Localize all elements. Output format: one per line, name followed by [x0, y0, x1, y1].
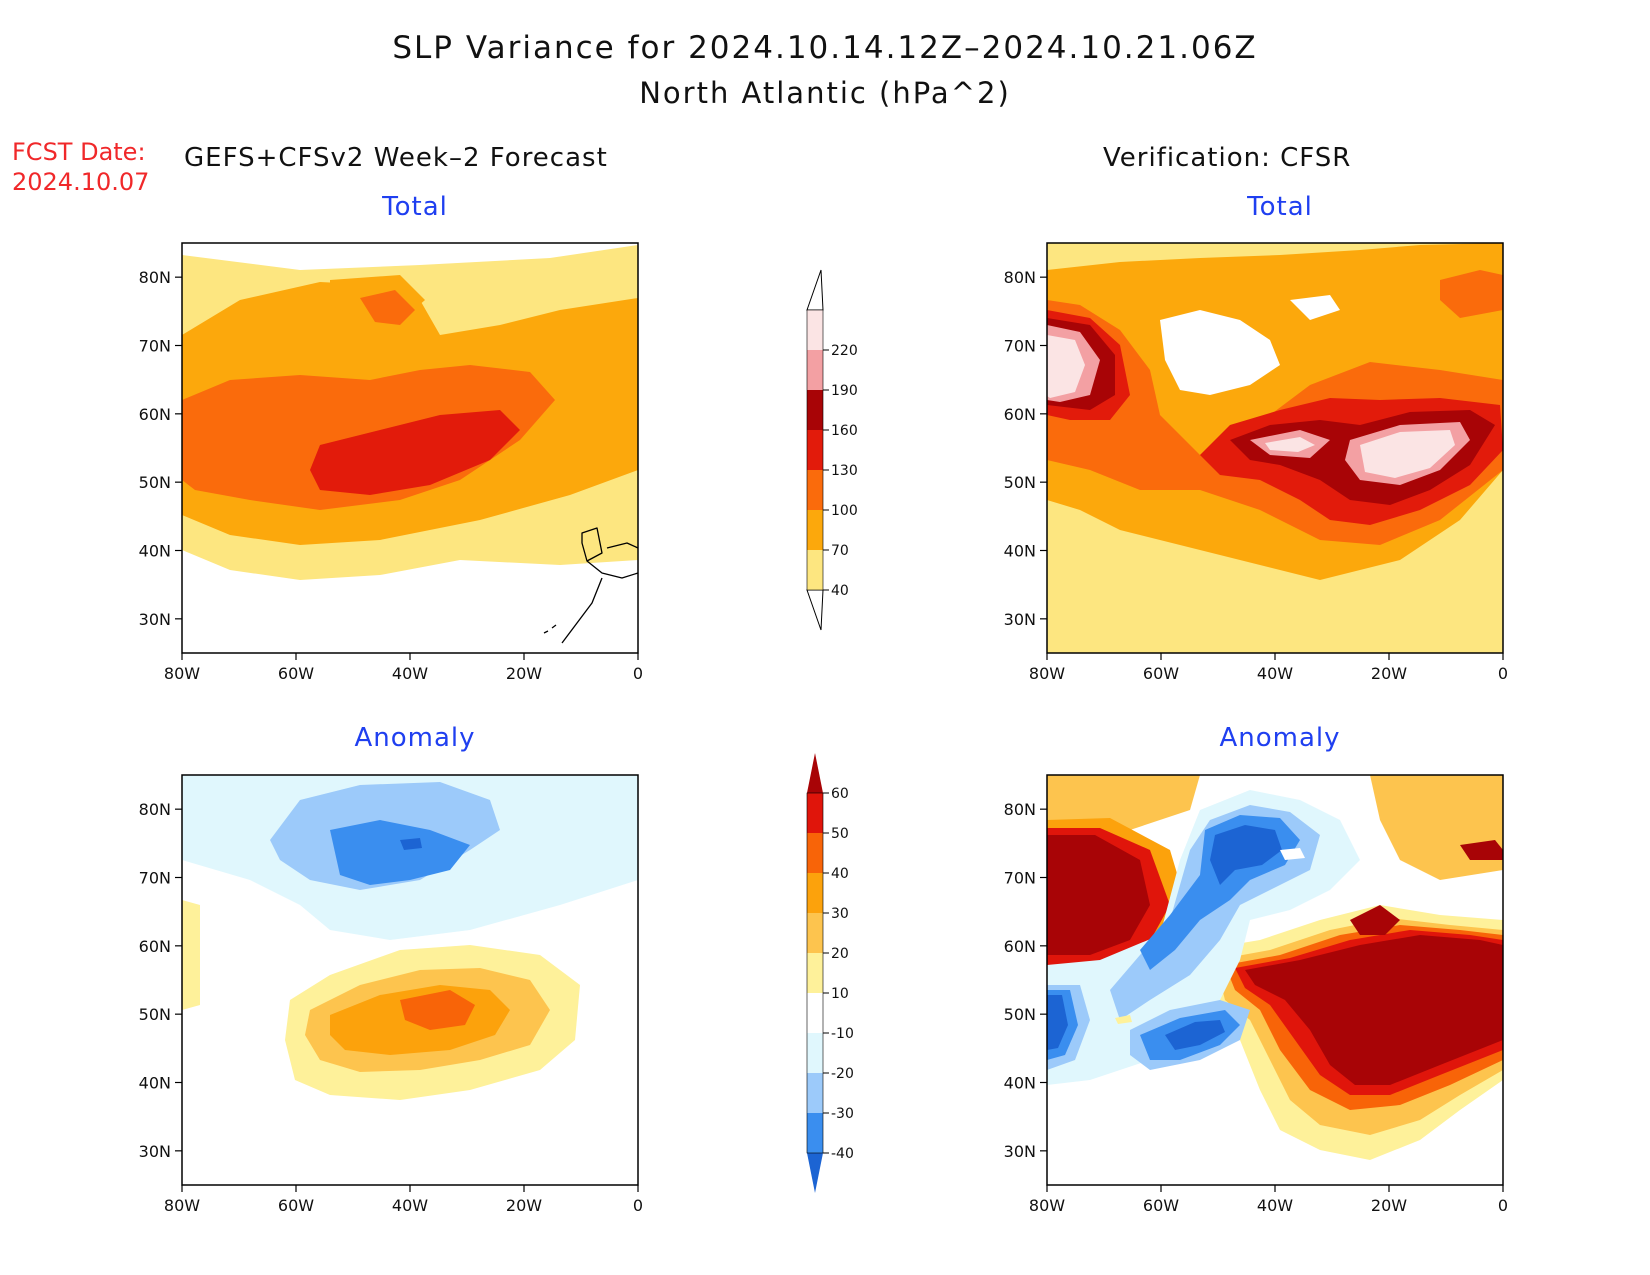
lon-tick-label: 40W	[392, 664, 428, 683]
colorbar-swatch	[807, 470, 823, 510]
lat-tick-label: 80N	[1004, 800, 1036, 819]
lat-tick-label: 80N	[1004, 268, 1036, 287]
colorbar-label: 190	[831, 383, 858, 399]
lon-tick-label: 20W	[1371, 664, 1407, 683]
total-colorbar: 40 70 100 130 160 190 220	[806, 269, 858, 631]
colorbar-swatch	[807, 430, 823, 470]
lat-tick-label: 40N	[1004, 1074, 1036, 1093]
forecast-anomaly-title: Anomaly	[354, 723, 476, 753]
colorbar-label: 30	[831, 906, 849, 922]
colorbar-swatch	[807, 793, 823, 833]
anomaly-colorbar: -40 -30 -20 -10 10 20 30 40 50 60	[806, 753, 854, 1193]
verification-anomaly-map: 30N 40N 50N 60N 70N 80N 80W 60W 40W 20W 0	[1004, 774, 1508, 1215]
colorbar-swatch	[807, 913, 823, 953]
main-subtitle: North Atlantic (hPa^2)	[639, 76, 1011, 110]
lon-tick-label: 60W	[278, 1196, 314, 1215]
lat-tick-label: 30N	[139, 1142, 171, 1161]
lat-tick-label: 70N	[139, 869, 171, 888]
verification-total-map: 30N 40N 50N 60N 70N 80N 80W 60W 40W 20W 0	[1004, 242, 1508, 683]
colorbar-label: 130	[831, 463, 858, 479]
lon-tick-label: 0	[633, 664, 643, 683]
lon-tick-label: 40W	[1257, 664, 1293, 683]
lat-tick-label: 70N	[1004, 337, 1036, 356]
colorbar-label: 100	[831, 503, 858, 519]
colorbar-label: -40	[831, 1146, 854, 1162]
verification-anomaly-title: Anomaly	[1219, 723, 1341, 753]
lat-tick-label: 40N	[1004, 542, 1036, 561]
colorbar-label: -30	[831, 1106, 854, 1122]
colorbar-label: 20	[831, 946, 849, 962]
colorbar-swatch	[807, 350, 823, 390]
colorbar-label: 10	[831, 986, 849, 1002]
lat-tick-label: 60N	[139, 405, 171, 424]
forecast-total-title: Total	[382, 192, 448, 222]
colorbar-label: -20	[831, 1066, 854, 1082]
lat-tick-label: 50N	[1004, 1005, 1036, 1024]
colorbar-label: 160	[831, 423, 858, 439]
lat-tick-label: 70N	[1004, 869, 1036, 888]
lon-tick-label: 20W	[506, 1196, 542, 1215]
colorbar-swatch	[807, 510, 823, 550]
colorbar-swatch	[807, 953, 823, 993]
verification-column-heading: Verification: CFSR	[1103, 143, 1352, 173]
lon-tick-label: 20W	[1371, 1196, 1407, 1215]
main-title: SLP Variance for 2024.10.14.12Z–2024.10.…	[392, 30, 1258, 66]
colorbar-label: 40	[831, 866, 849, 882]
lon-tick-label: 40W	[1257, 1196, 1293, 1215]
colorbar-swatch	[807, 1073, 823, 1113]
colorbar-label: -10	[831, 1026, 854, 1042]
lat-tick-label: 60N	[139, 937, 171, 956]
colorbar-swatch	[807, 390, 823, 430]
lat-tick-label: 30N	[1004, 610, 1036, 629]
lat-tick-label: 30N	[1004, 1142, 1036, 1161]
colorbar-label: 50	[831, 826, 849, 842]
colorbar-swatch	[807, 753, 823, 793]
lon-tick-label: 60W	[1143, 1196, 1179, 1215]
lon-tick-label: 0	[633, 1196, 643, 1215]
colorbar-swatch	[807, 550, 823, 590]
lon-tick-label: 60W	[1143, 664, 1179, 683]
lon-tick-label: 20W	[506, 664, 542, 683]
lon-tick-label: 80W	[164, 664, 200, 683]
forecast-date-label: FCST Date:	[12, 138, 146, 166]
colorbar-swatch	[807, 1033, 823, 1073]
lat-tick-label: 50N	[139, 1005, 171, 1024]
forecast-date-value: 2024.10.07	[12, 168, 150, 196]
lat-tick-label: 70N	[139, 337, 171, 356]
colorbar-label: 40	[831, 583, 849, 599]
colorbar-swatch	[807, 1113, 823, 1153]
lat-tick-label: 50N	[1004, 473, 1036, 492]
forecast-total-map: 30N 40N 50N 60N 70N 80N 80W 60W 40W 20W 0	[139, 242, 643, 806]
lat-tick-label: 30N	[139, 610, 171, 629]
colorbar-label: 70	[831, 543, 849, 559]
colorbar-swatch	[807, 873, 823, 913]
lat-tick-label: 40N	[139, 542, 171, 561]
lon-tick-label: 0	[1498, 664, 1508, 683]
lat-tick-label: 80N	[139, 268, 171, 287]
verification-total-title: Total	[1247, 192, 1313, 222]
colorbar-label: 220	[831, 343, 858, 359]
colorbar-swatch	[807, 833, 823, 873]
forecast-anomaly-map: 30N 40N 50N 60N 70N 80N 80W 60W 40W 20W 0	[139, 774, 643, 1215]
lon-tick-label: 40W	[392, 1196, 428, 1215]
colorbar-swatch	[807, 993, 823, 1033]
lat-tick-label: 40N	[139, 1074, 171, 1093]
forecast-column-heading: GEFS+CFSv2 Week–2 Forecast	[184, 143, 608, 173]
colorbar-label: 60	[831, 786, 849, 802]
lat-tick-label: 80N	[139, 800, 171, 819]
colorbar-swatch	[807, 1153, 823, 1193]
lon-tick-label: 0	[1498, 1196, 1508, 1215]
lon-tick-label: 80W	[164, 1196, 200, 1215]
colorbar-swatch	[807, 310, 823, 350]
lat-tick-label: 60N	[1004, 405, 1036, 424]
lat-tick-label: 60N	[1004, 937, 1036, 956]
lon-tick-label: 80W	[1029, 664, 1065, 683]
lon-tick-label: 80W	[1029, 1196, 1065, 1215]
lon-tick-label: 60W	[278, 664, 314, 683]
lat-tick-label: 50N	[139, 473, 171, 492]
